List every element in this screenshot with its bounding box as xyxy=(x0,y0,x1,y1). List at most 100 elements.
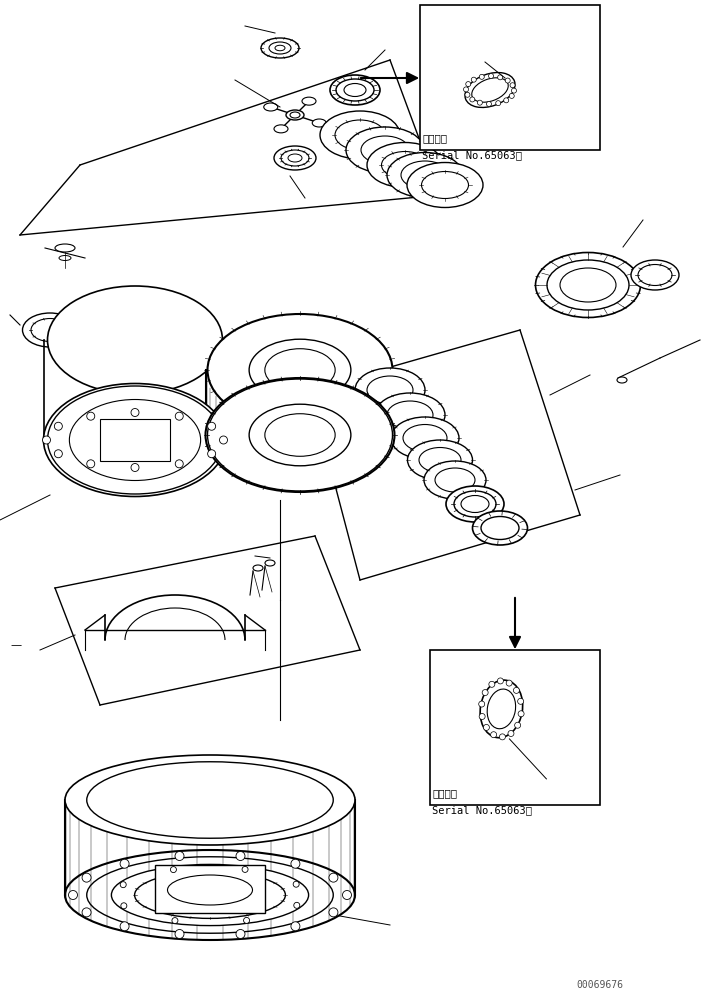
Circle shape xyxy=(518,711,524,717)
Circle shape xyxy=(87,460,95,468)
Text: —: — xyxy=(10,640,21,650)
Ellipse shape xyxy=(631,260,679,290)
Ellipse shape xyxy=(387,152,463,198)
Circle shape xyxy=(294,902,300,908)
Circle shape xyxy=(466,82,471,87)
Ellipse shape xyxy=(480,680,523,738)
Circle shape xyxy=(515,722,520,728)
Ellipse shape xyxy=(403,424,447,452)
Circle shape xyxy=(498,678,503,684)
Circle shape xyxy=(471,77,476,82)
Circle shape xyxy=(486,101,491,106)
Circle shape xyxy=(236,852,245,861)
Circle shape xyxy=(120,922,129,931)
Ellipse shape xyxy=(249,404,351,466)
Circle shape xyxy=(496,101,501,106)
Circle shape xyxy=(479,713,485,719)
Ellipse shape xyxy=(48,286,223,394)
Ellipse shape xyxy=(560,268,616,302)
Ellipse shape xyxy=(367,142,443,188)
Ellipse shape xyxy=(375,393,445,437)
Ellipse shape xyxy=(87,857,333,933)
Ellipse shape xyxy=(302,97,316,105)
Ellipse shape xyxy=(407,162,483,208)
Ellipse shape xyxy=(320,111,400,159)
Ellipse shape xyxy=(487,689,515,729)
Ellipse shape xyxy=(48,386,223,494)
Circle shape xyxy=(508,730,514,736)
Ellipse shape xyxy=(253,565,263,571)
Circle shape xyxy=(483,724,489,730)
Ellipse shape xyxy=(286,110,304,120)
Ellipse shape xyxy=(274,146,316,170)
Ellipse shape xyxy=(336,79,374,101)
Circle shape xyxy=(87,412,95,420)
Ellipse shape xyxy=(265,560,275,566)
Ellipse shape xyxy=(281,150,309,166)
Ellipse shape xyxy=(424,461,486,499)
Circle shape xyxy=(175,929,184,938)
Circle shape xyxy=(236,929,245,938)
Circle shape xyxy=(511,88,516,93)
Text: 適用号機
Serial No.65063～: 適用号機 Serial No.65063～ xyxy=(432,789,532,815)
Ellipse shape xyxy=(617,377,627,383)
Ellipse shape xyxy=(638,264,672,286)
Bar xyxy=(100,419,170,461)
Circle shape xyxy=(175,412,183,420)
Circle shape xyxy=(291,922,300,931)
Circle shape xyxy=(54,450,63,458)
Circle shape xyxy=(291,859,300,868)
Circle shape xyxy=(131,464,139,472)
Ellipse shape xyxy=(454,491,496,517)
Ellipse shape xyxy=(261,38,299,58)
Circle shape xyxy=(482,690,488,696)
Circle shape xyxy=(470,97,475,102)
Circle shape xyxy=(220,436,228,444)
Ellipse shape xyxy=(472,78,508,102)
Ellipse shape xyxy=(264,103,278,111)
Circle shape xyxy=(513,687,520,693)
Circle shape xyxy=(503,98,508,103)
Ellipse shape xyxy=(55,244,75,252)
Ellipse shape xyxy=(465,73,515,107)
Circle shape xyxy=(82,908,91,917)
Ellipse shape xyxy=(446,486,504,522)
Circle shape xyxy=(510,83,515,88)
Circle shape xyxy=(489,681,495,687)
Circle shape xyxy=(518,698,524,704)
Circle shape xyxy=(498,75,503,80)
Circle shape xyxy=(506,78,510,83)
Circle shape xyxy=(82,873,91,882)
Ellipse shape xyxy=(31,318,69,342)
Circle shape xyxy=(175,460,183,468)
Ellipse shape xyxy=(387,401,433,429)
Circle shape xyxy=(208,450,215,458)
Ellipse shape xyxy=(205,378,395,492)
Circle shape xyxy=(121,903,127,909)
Ellipse shape xyxy=(134,872,285,918)
Circle shape xyxy=(477,100,482,105)
Ellipse shape xyxy=(473,511,528,545)
Bar xyxy=(430,650,600,805)
Circle shape xyxy=(329,873,338,882)
Circle shape xyxy=(465,92,470,97)
Ellipse shape xyxy=(355,368,425,412)
Circle shape xyxy=(54,422,63,430)
Ellipse shape xyxy=(23,313,77,347)
Ellipse shape xyxy=(346,127,424,173)
Ellipse shape xyxy=(208,314,392,426)
Circle shape xyxy=(479,74,484,79)
Ellipse shape xyxy=(407,440,473,480)
Ellipse shape xyxy=(65,850,355,940)
Circle shape xyxy=(244,917,250,923)
Circle shape xyxy=(464,87,469,92)
Text: 適用号機
Serial No.65063～: 適用号機 Serial No.65063～ xyxy=(422,134,522,160)
Circle shape xyxy=(171,867,176,873)
Ellipse shape xyxy=(43,383,227,496)
Circle shape xyxy=(68,890,77,900)
Ellipse shape xyxy=(535,252,641,318)
Bar xyxy=(420,5,600,150)
Ellipse shape xyxy=(274,125,288,133)
Ellipse shape xyxy=(65,755,355,845)
Circle shape xyxy=(329,908,338,917)
